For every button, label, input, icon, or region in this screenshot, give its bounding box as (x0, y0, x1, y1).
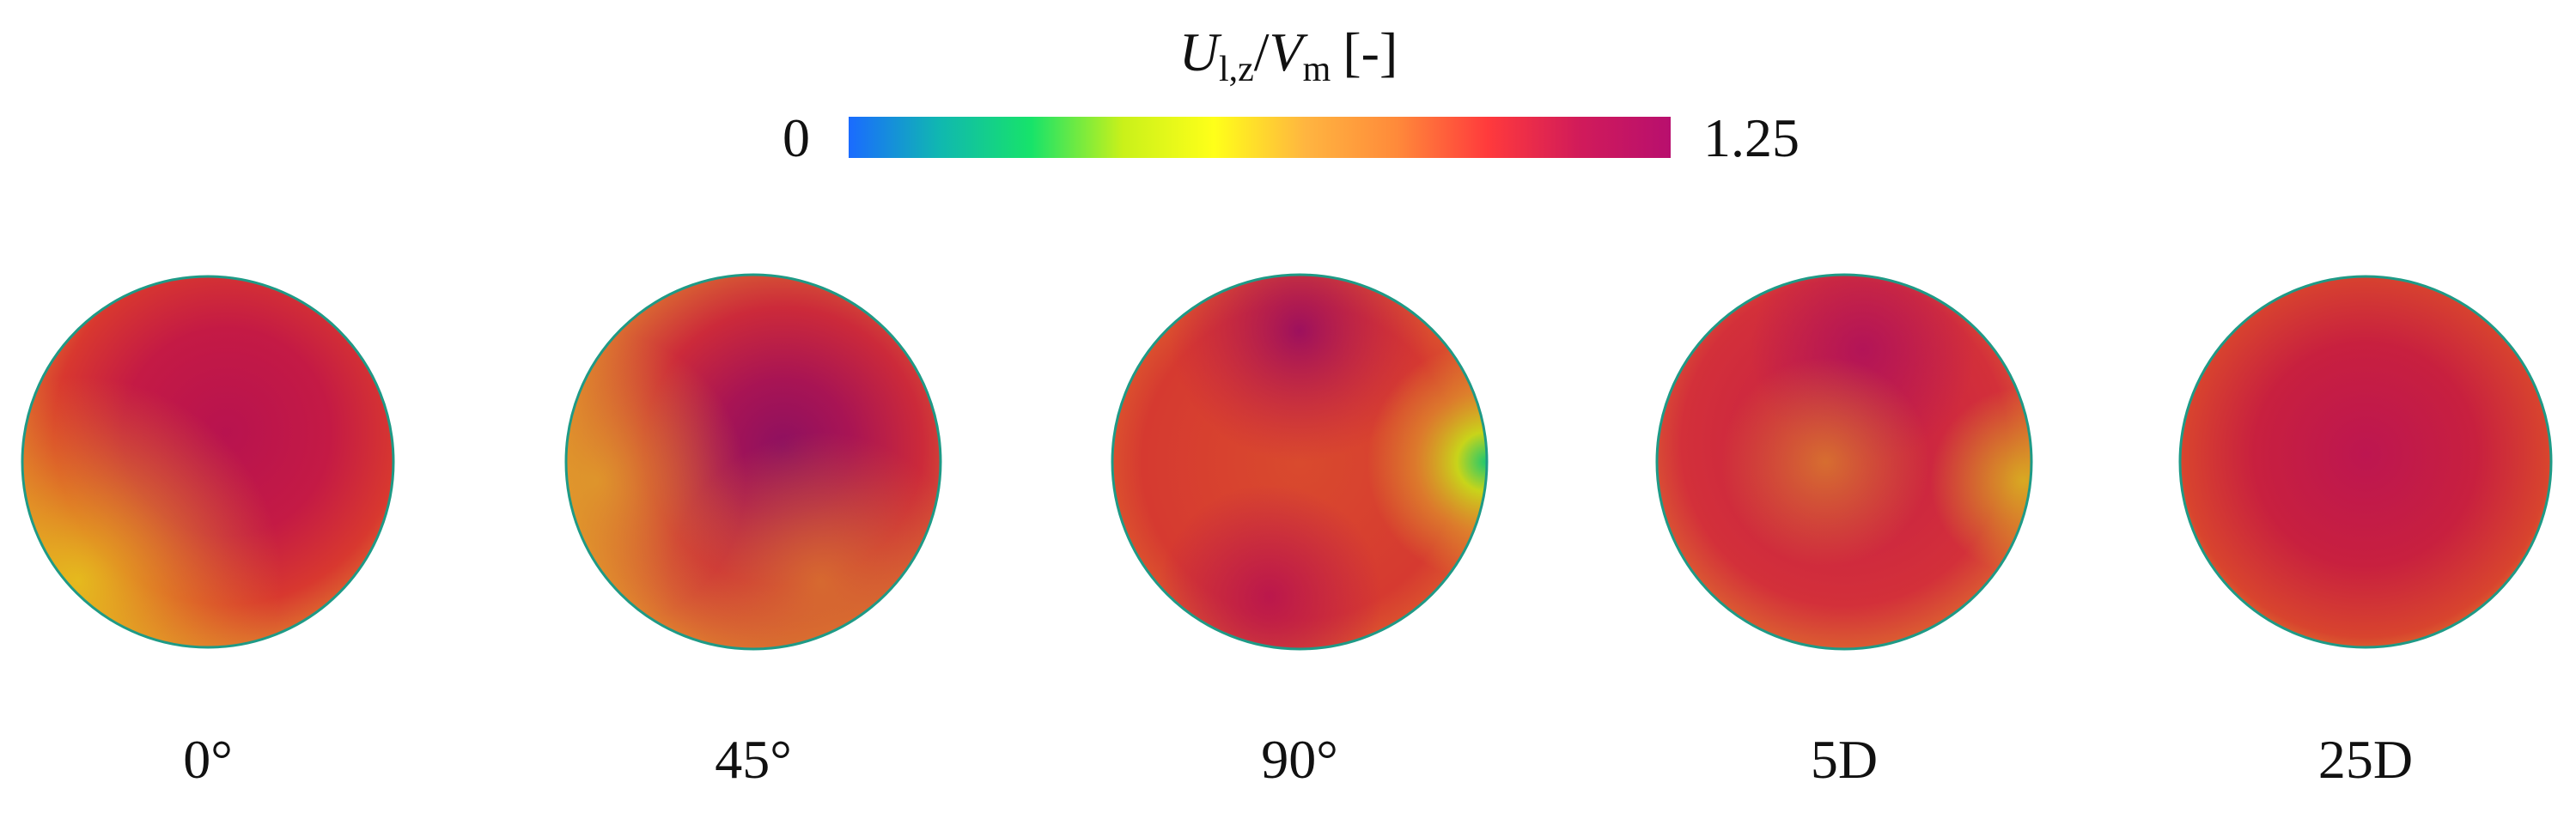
colorbar-title-var-sub: l,z (1219, 50, 1254, 89)
panel-label: 0° (183, 729, 233, 790)
panel-label: 5D (1811, 729, 1878, 790)
velocity-contour-disc (1655, 273, 2033, 651)
velocity-contour-disc (564, 273, 942, 651)
colorbar-max-label: 1.25 (1703, 107, 1800, 168)
cross-section-panel: 0° (21, 275, 395, 790)
colorbar-title-unit: [-] (1343, 21, 1398, 82)
panel-label: 90° (1261, 729, 1338, 790)
panel-label: 45° (715, 729, 792, 790)
cross-section-panel: 25D (2178, 275, 2553, 790)
colorbar-title: Ul,z/Vm [-] (1179, 21, 1398, 89)
colorbar-gradient (849, 117, 1671, 158)
velocity-contour-disc (21, 275, 395, 649)
colorbar: Ul,z/Vm [-] 0 1.25 (783, 21, 1800, 168)
panel-label: 25D (2318, 729, 2413, 790)
cross-section-panel: 90° (1111, 273, 1489, 790)
cross-section-panel: 45° (564, 273, 942, 790)
velocity-contour-disc (2178, 275, 2553, 649)
velocity-contour-disc (1111, 273, 1489, 651)
cross-section-panel: 5D (1655, 273, 2033, 790)
colorbar-title-slash: / (1254, 21, 1270, 82)
colorbar-title-var: U (1179, 21, 1222, 82)
colorbar-title-ref-sub: m (1303, 50, 1331, 89)
colorbar-min-label: 0 (783, 107, 810, 168)
colorbar-title-ref: V (1270, 21, 1309, 82)
